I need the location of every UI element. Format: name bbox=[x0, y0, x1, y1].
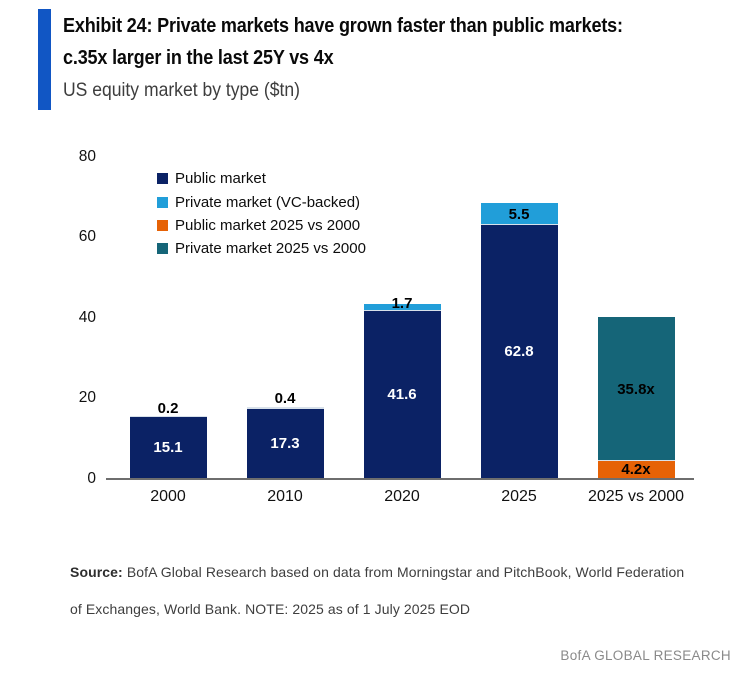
bar-value-label: 15.1 bbox=[153, 439, 183, 457]
legend-item: Private market (VC-backed) bbox=[157, 190, 366, 213]
bar-segment bbox=[597, 461, 675, 478]
bar-value-label: 62.8 bbox=[504, 343, 534, 361]
stacked-bar-chart: 0 20 40 60 80 Public market Private market (VC… bbox=[78, 147, 694, 505]
x-category-label: 2020 bbox=[384, 488, 420, 505]
bar-segment bbox=[480, 225, 558, 478]
segment-separator bbox=[363, 309, 441, 311]
bar-segment bbox=[363, 310, 441, 478]
bar-value-label: 0.4 bbox=[274, 390, 296, 408]
y-axis-tick-label: 0 bbox=[87, 469, 96, 487]
bar-value-label: 17.3 bbox=[270, 434, 300, 452]
bar-value-label: 5.5 bbox=[508, 205, 530, 223]
legend-label: Public market 2025 vs 2000 bbox=[175, 216, 361, 234]
x-axis-line bbox=[106, 478, 694, 481]
segment-separator bbox=[597, 460, 675, 462]
legend-label: Public market bbox=[175, 170, 266, 188]
legend-swatch-icon bbox=[157, 196, 168, 208]
source-text: BofA Global Research based on data from … bbox=[122, 564, 685, 580]
bar-value-label: 1.7 bbox=[391, 294, 413, 312]
x-category-label: 2025 bbox=[501, 488, 537, 505]
y-axis-tick-label: 80 bbox=[78, 147, 96, 165]
legend-label: Private market 2025 vs 2000 bbox=[175, 240, 366, 258]
source-label: Source: bbox=[70, 564, 123, 580]
y-axis-tick-label: 40 bbox=[78, 308, 96, 326]
bar-segment bbox=[480, 203, 558, 226]
source-note-line1: Source: BofA Global Research based on da… bbox=[70, 564, 684, 580]
x-category-label: 2025 vs 2000 bbox=[587, 488, 685, 505]
exhibit-title-line1: Exhibit 24: Private markets have grown f… bbox=[63, 14, 623, 37]
bar-segment bbox=[129, 417, 207, 478]
x-category-label: 2000 bbox=[150, 488, 186, 505]
bofa-global-research-brand: BofA GLOBAL RESEARCH bbox=[560, 648, 731, 663]
chart-subtitle: US equity market by type ($tn) bbox=[63, 79, 301, 101]
bar-segment bbox=[246, 408, 324, 478]
source-note-line2: of Exchanges, World Bank. NOTE: 2025 as … bbox=[70, 601, 471, 617]
bar-value-label: 41.6 bbox=[387, 385, 417, 403]
legend-swatch-icon bbox=[157, 243, 168, 255]
bar-segment bbox=[363, 303, 441, 311]
exhibit-title-line2: c.35x larger in the last 25Y vs 4x bbox=[63, 46, 334, 69]
bar-value-label: 4.2x bbox=[621, 461, 651, 479]
segment-separator bbox=[129, 416, 207, 418]
exhibit-accent-bar bbox=[38, 9, 51, 110]
legend-swatch-icon bbox=[157, 219, 168, 231]
legend-item: Private market 2025 vs 2000 bbox=[157, 237, 366, 260]
chart-legend: Public market Private market (VC-backed) P… bbox=[157, 167, 366, 261]
bar-segment bbox=[597, 317, 675, 462]
legend-swatch-icon bbox=[157, 173, 168, 185]
legend-label: Private market (VC-backed) bbox=[175, 193, 361, 211]
bar-value-label: 0.2 bbox=[157, 399, 179, 417]
y-axis-tick-label: 20 bbox=[78, 389, 96, 406]
exhibit-header: Exhibit 24: Private markets have grown f… bbox=[63, 10, 743, 103]
bar-value-label: 35.8x bbox=[617, 380, 655, 398]
legend-item: Public market 2025 vs 2000 bbox=[157, 214, 366, 237]
x-category-label: 2010 bbox=[267, 488, 303, 505]
segment-separator bbox=[246, 407, 324, 409]
legend-item: Public market bbox=[157, 167, 366, 190]
y-axis-tick-label: 60 bbox=[78, 228, 96, 245]
segment-separator bbox=[480, 224, 558, 226]
